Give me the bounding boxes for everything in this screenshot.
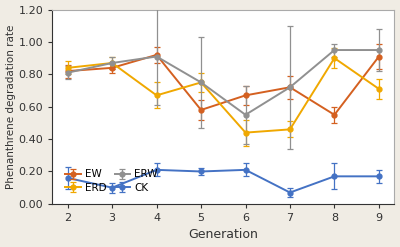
Y-axis label: Phenanthrene degradation rate: Phenanthrene degradation rate [6,24,16,189]
Legend: EW, ERD, ERW, CK: EW, ERD, ERW, CK [61,165,162,197]
X-axis label: Generation: Generation [188,228,258,242]
